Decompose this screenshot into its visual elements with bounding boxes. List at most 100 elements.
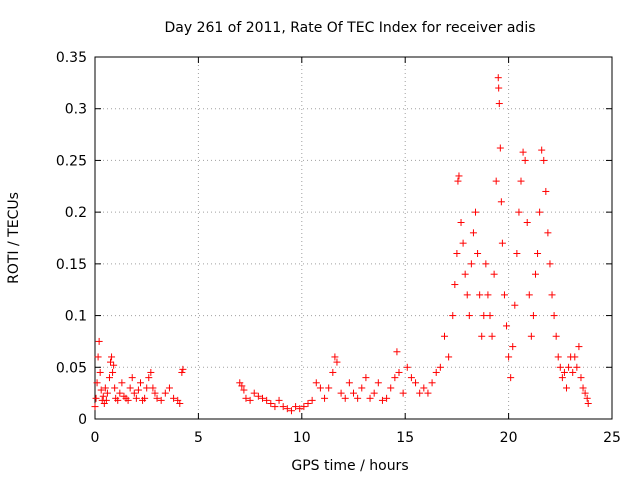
data-point [345,379,353,387]
data-point [476,291,484,299]
data-point [170,394,178,402]
data-point [92,394,100,402]
data-point [308,396,316,404]
data-point [124,396,132,404]
data-point [565,363,573,371]
data-point [513,250,521,258]
data-point [455,172,463,180]
data-point [93,379,101,387]
data-point [498,239,506,247]
data-point [428,379,436,387]
data-point [563,384,571,392]
data-point [579,384,587,392]
data-point [495,100,503,108]
data-point [111,384,119,392]
data-point [507,374,515,382]
data-point [467,260,475,268]
data-point [469,229,477,237]
data-point [527,332,535,340]
data-point [546,260,554,268]
data-point [482,260,490,268]
y-tick-label: 0.1 [65,309,87,325]
data-point [107,358,115,366]
data-point [350,389,357,397]
data-point [536,208,544,216]
data-point [495,84,503,92]
data-point [161,389,169,397]
data-point [246,396,254,404]
y-tick-label: 0 [78,412,87,428]
data-point [312,379,320,387]
data-point [179,365,187,373]
data-point [126,384,134,392]
data-point [271,403,279,411]
data-point [331,353,339,361]
data-point [453,250,461,258]
data-point [157,396,165,404]
y-axis: 0 0.05 0.1 0.15 0.2 0.25 0.3 0.35 [56,50,612,428]
data-point [358,384,366,392]
data-point [519,148,527,156]
data-point [548,291,556,299]
data-point [283,405,291,413]
data-point [329,368,337,376]
data-point [240,386,248,394]
data-point [110,361,118,369]
grid [95,57,612,419]
data-point [490,270,498,278]
data-point [550,312,558,320]
data-point [102,396,110,404]
data-point [374,379,382,387]
x-tick-label: 15 [396,430,414,446]
y-tick-label: 0.3 [65,102,87,118]
data-point [480,312,488,320]
data-point [130,389,138,397]
data-point [91,403,99,411]
data-point [465,312,473,320]
data-point [581,389,589,397]
data-point [109,368,117,376]
data-point [153,394,161,402]
data-point [105,374,113,382]
x-axis-label: GPS time / hours [291,458,408,474]
data-point [275,396,283,404]
data-point [560,368,568,376]
data-point [531,270,539,278]
x-tick-label: 10 [293,430,311,446]
data-point [457,218,465,226]
data-point [554,353,562,361]
data-point [128,374,136,382]
data-point [584,399,592,407]
data-point [503,322,511,330]
data-point [101,384,109,392]
data-point [420,384,428,392]
data-point [393,348,401,356]
data-point [250,389,258,397]
data-point [445,353,453,361]
data-point [412,379,420,387]
data-point [259,394,267,402]
data-point [496,144,504,152]
data-point [500,291,508,299]
data-point [118,379,126,387]
data-point [571,353,579,361]
x-tick-label: 5 [194,430,203,446]
data-point [242,394,250,402]
data-point [95,337,103,345]
data-series-roti [91,74,592,415]
data-point [478,332,486,340]
data-point [484,291,492,299]
data-point [511,301,519,309]
data-point [403,363,411,371]
data-point [304,399,312,407]
y-tick-label: 0.35 [56,50,87,66]
data-point [143,384,151,392]
data-point [165,384,173,392]
data-point [407,374,415,382]
data-point [544,229,552,237]
data-point [391,374,399,382]
data-point [521,156,529,164]
data-point [176,399,184,407]
data-point [395,368,403,376]
